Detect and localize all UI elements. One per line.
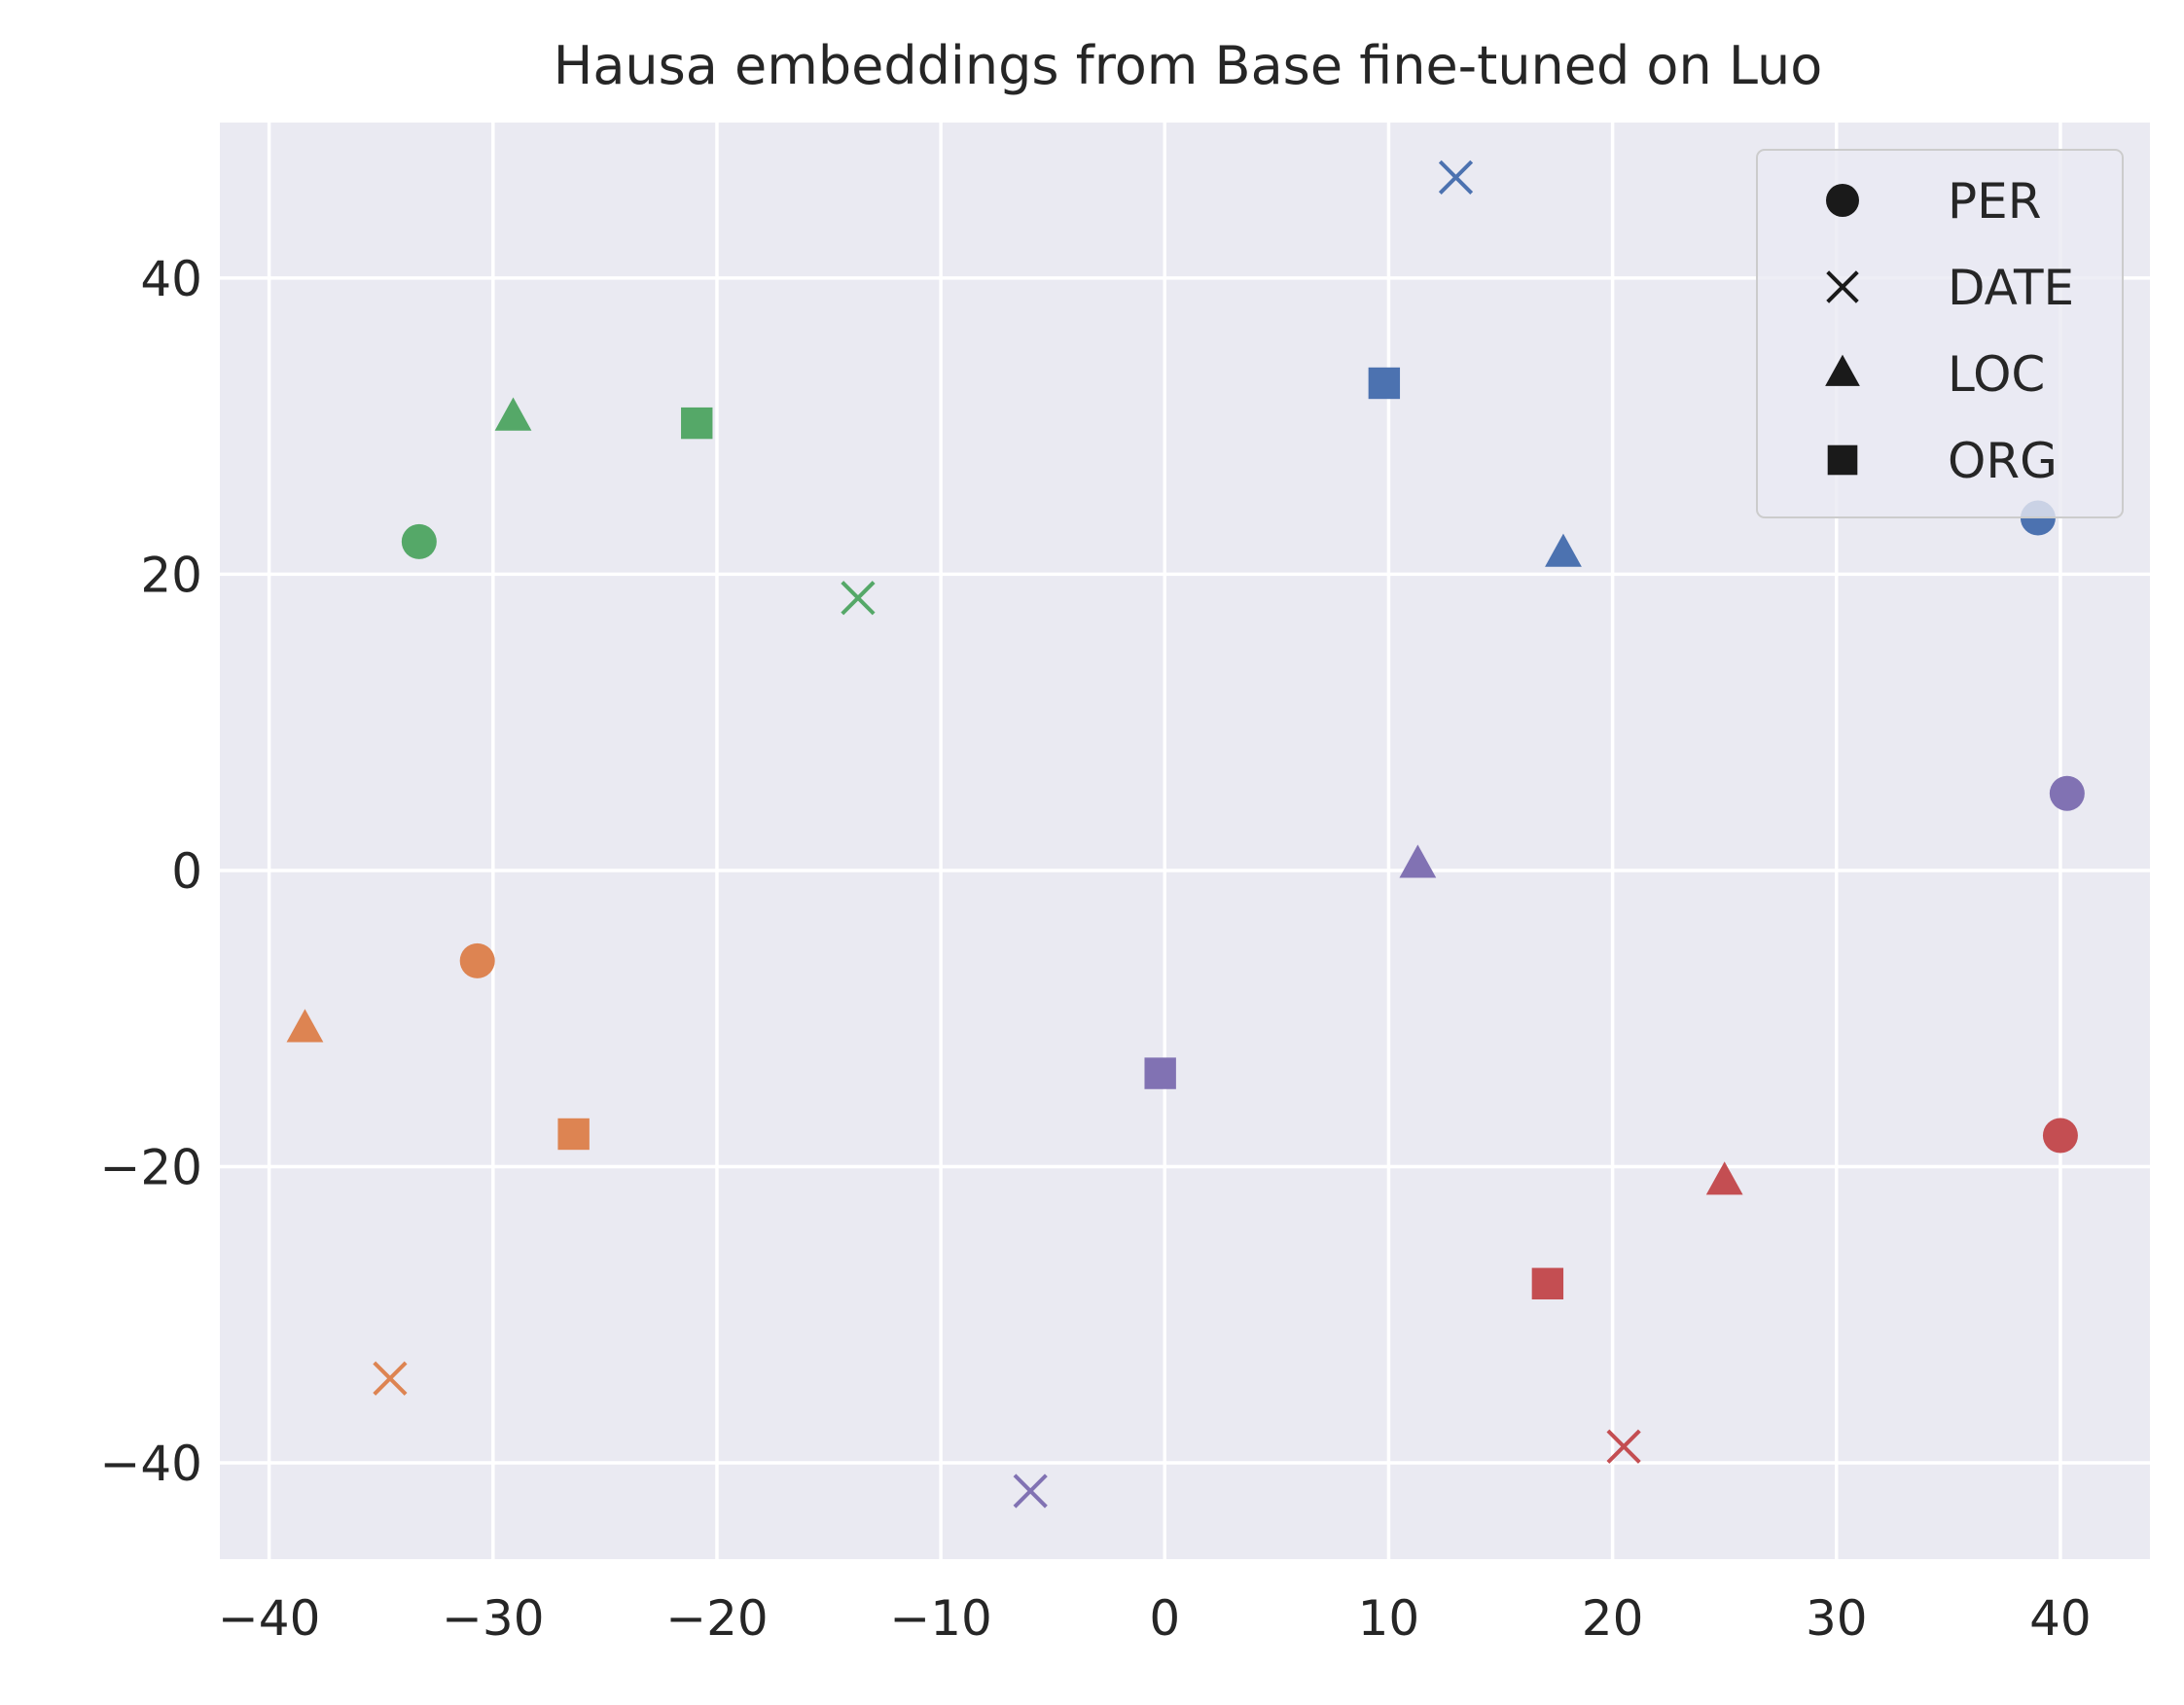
data-point-triangle xyxy=(1399,844,1437,878)
data-point-circle xyxy=(401,523,437,559)
data-point-circle xyxy=(2049,775,2085,811)
legend-marker-triangle xyxy=(1825,354,1860,386)
data-point-x xyxy=(1606,1429,1641,1464)
x-tick-labels: −40 −30 −20 −10 0 10 20 30 40 xyxy=(218,1590,2092,1647)
legend-marker-x xyxy=(1826,270,1859,303)
data-point-circle xyxy=(459,942,495,978)
x-tick-label: 0 xyxy=(1149,1590,1180,1647)
data-point-square xyxy=(1368,367,1401,400)
data-point-triangle xyxy=(1545,533,1582,567)
data-point-triangle xyxy=(1705,1161,1743,1195)
legend-marker-square xyxy=(1827,444,1858,476)
x-tick-label: −30 xyxy=(442,1590,545,1647)
y-tick-label: −20 xyxy=(99,1139,202,1195)
y-tick-label: 0 xyxy=(171,843,202,900)
data-point-square xyxy=(1531,1267,1564,1299)
y-tick-label: 40 xyxy=(140,251,202,307)
legend: PER DATE LOC ORG xyxy=(1756,149,2124,518)
data-point-circle xyxy=(2042,1118,2078,1154)
legend-label: PER xyxy=(1948,173,2041,230)
y-tick-label: 20 xyxy=(140,547,202,603)
data-point-triangle xyxy=(286,1009,324,1043)
x-tick-label: 30 xyxy=(1806,1590,1868,1647)
legend-marker-circle xyxy=(1826,184,1859,217)
data-point-x xyxy=(373,1361,408,1396)
legend-box xyxy=(1756,149,2124,518)
data-point-x xyxy=(1438,160,1474,195)
x-tick-label: −40 xyxy=(218,1590,321,1647)
chart-title: Hausa embeddings from Base fine-tuned on… xyxy=(554,35,1823,96)
legend-label: DATE xyxy=(1948,260,2074,316)
x-tick-label: −10 xyxy=(889,1590,992,1647)
data-point-square xyxy=(681,407,713,440)
legend-label: LOC xyxy=(1948,346,2045,403)
data-point-x xyxy=(1013,1474,1048,1509)
data-point-square xyxy=(1144,1057,1176,1089)
data-point-x xyxy=(841,581,876,616)
y-tick-labels: −40 −20 0 20 40 xyxy=(99,251,202,1492)
x-tick-label: 10 xyxy=(1358,1590,1420,1647)
x-tick-label: −20 xyxy=(665,1590,769,1647)
legend-label: ORG xyxy=(1948,433,2058,489)
x-tick-label: 40 xyxy=(2029,1590,2092,1647)
data-point-square xyxy=(557,1118,590,1151)
x-tick-label: 20 xyxy=(1582,1590,1644,1647)
y-tick-label: −40 xyxy=(99,1436,202,1492)
data-point-triangle xyxy=(494,397,532,431)
